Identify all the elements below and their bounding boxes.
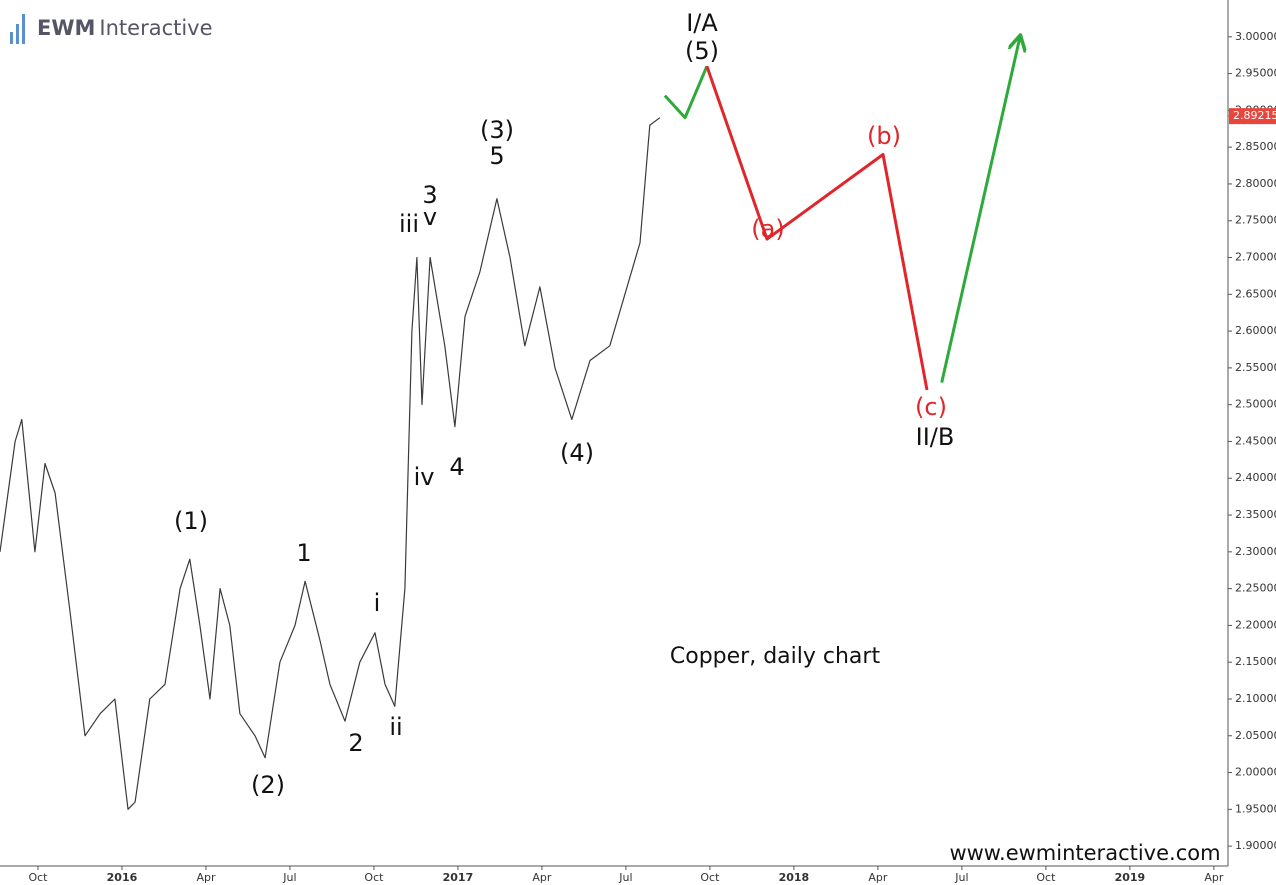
logo-bar — [16, 24, 19, 44]
y-tick-label: 2.50000 — [1235, 398, 1276, 411]
logo: EWM Interactive — [10, 14, 213, 44]
logo-rest: Interactive — [99, 16, 212, 40]
y-tick-label: 2.55000 — [1235, 361, 1276, 374]
y-tick-label: 2.60000 — [1235, 324, 1276, 337]
y-tick-label: 2.75000 — [1235, 214, 1276, 227]
url: www.ewminteractive.com — [949, 841, 1220, 865]
wave-label: 4 — [449, 453, 464, 481]
y-tick-label: 2.70000 — [1235, 251, 1276, 264]
projection-line — [705, 65, 929, 391]
wave-label: 2 — [348, 729, 363, 757]
y-tick-label: 2.40000 — [1235, 471, 1276, 484]
wave-label: I/A — [686, 9, 718, 37]
y-tick-label: 2.45000 — [1235, 434, 1276, 447]
y-tick-label: 2.80000 — [1235, 177, 1276, 190]
y-tick-label: 1.90000 — [1235, 839, 1276, 852]
y-tick-label: 2.85000 — [1235, 140, 1276, 153]
y-tick-label: 2.65000 — [1235, 287, 1276, 300]
x-tick-label: 2016 — [107, 871, 138, 884]
wave-label: (4) — [560, 439, 594, 467]
x-tick-label: Jul — [618, 871, 632, 884]
x-tick-label: Apr — [868, 871, 888, 884]
wave-label: II/B — [916, 423, 955, 451]
x-tick-label: Jul — [282, 871, 296, 884]
y-tick-label: 2.30000 — [1235, 545, 1276, 558]
y-tick-label: 2.95000 — [1235, 67, 1276, 80]
wave-label: (2) — [251, 771, 285, 799]
x-tick-label: Apr — [532, 871, 552, 884]
y-tick-label: 2.00000 — [1235, 766, 1276, 779]
wave-label: i — [374, 589, 381, 617]
price-line — [0, 117, 661, 810]
wave-label: (a) — [751, 215, 784, 243]
x-tick-label: 2018 — [779, 871, 810, 884]
x-tick-label: 2017 — [443, 871, 474, 884]
logo-text: EWM Interactive — [37, 16, 213, 40]
y-tick-label: 2.20000 — [1235, 618, 1276, 631]
y-tick-label: 2.10000 — [1235, 692, 1276, 705]
chart-title: Copper, daily chart — [670, 644, 881, 669]
wave-label: 1 — [296, 539, 311, 567]
wave-labels: (1) (2) 1 2 i ii iii iv 3 v 4 (3) 5 (4) … — [174, 9, 954, 799]
projection-line — [663, 65, 709, 120]
x-tick-label: Oct — [364, 871, 384, 884]
y-tick-label: 2.05000 — [1235, 729, 1276, 742]
wave-label: ii — [389, 713, 402, 741]
last-price-box — [1229, 108, 1276, 125]
last-price-label: 2.89215 — [1233, 109, 1276, 122]
logo-bar — [10, 32, 13, 44]
projection-line — [940, 37, 1020, 383]
x-tick-label: Oct — [700, 871, 720, 884]
y-tick-label: 2.15000 — [1235, 655, 1276, 668]
wave-label: (3) — [480, 116, 514, 144]
wave-label: 3 — [422, 181, 437, 209]
y-tick-label: 3.00000 — [1235, 30, 1276, 43]
x-tick-label: Oct — [28, 871, 48, 884]
wave-label: 5 — [489, 142, 504, 170]
wave-label: iii — [399, 210, 419, 238]
x-tick-label: Apr — [1204, 871, 1224, 884]
wave-label: (c) — [915, 393, 947, 421]
y-tick-label: 1.95000 — [1235, 802, 1276, 815]
x-tick-label: Jul — [954, 871, 968, 884]
logo-bar — [22, 14, 25, 44]
x-tick-label: Apr — [196, 871, 216, 884]
wave-label: iv — [414, 463, 435, 491]
wave-label: (1) — [174, 507, 208, 535]
wave-label: v — [423, 203, 437, 231]
y-tick-label: 2.35000 — [1235, 508, 1276, 521]
x-tick-label: 2019 — [1115, 871, 1146, 884]
plot — [0, 37, 1020, 810]
wave-label: (b) — [867, 122, 901, 150]
logo-bold: EWM — [37, 16, 95, 40]
y-tick-label: 2.25000 — [1235, 582, 1276, 595]
wave-label: (5) — [685, 37, 719, 65]
x-tick-label: Oct — [1036, 871, 1056, 884]
